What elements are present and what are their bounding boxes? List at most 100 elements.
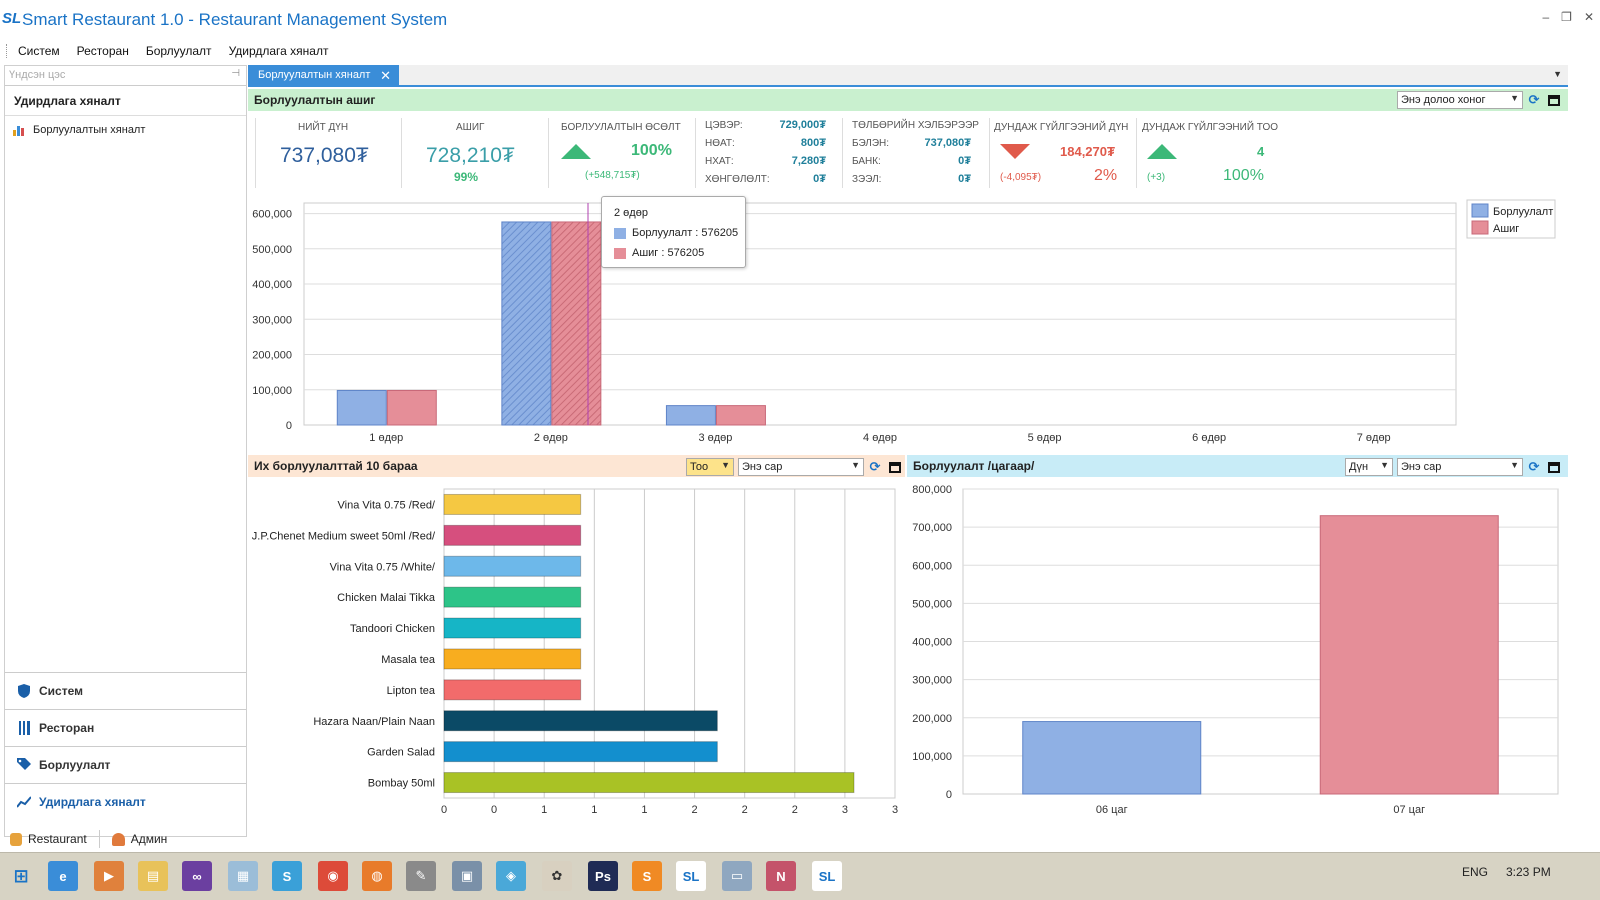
legend-label: Борлуулалт (1493, 206, 1553, 218)
kpi-total: НИЙТ ДҮН 737,080₮ (255, 118, 402, 188)
payment-cash-label: БЭЛЭН: (852, 138, 890, 149)
chart-tooltip: 2 өдөр Борлуулалт : 576205 Ашиг : 576205 (601, 196, 746, 268)
minimize-button[interactable]: – (1542, 10, 1550, 24)
hourly-period-select[interactable]: Энэ сар ▼ (1397, 458, 1523, 476)
maximize-icon[interactable] (889, 462, 901, 473)
nav-group-label: Удирдлага хяналт (39, 795, 146, 809)
breakdown-value-net: 729,000₮ (779, 119, 826, 131)
refresh-icon[interactable]: ⟳ (869, 459, 881, 474)
refresh-icon[interactable]: ⟳ (1528, 459, 1540, 474)
notepad-icon[interactable]: ▦ (228, 861, 258, 891)
top10-products-chart: 0 0 1 1 1 2 2 2 3 3 Vina Vita 0.75 /Red/J.P.Chenet… (252, 488, 898, 816)
menu-restaurant[interactable]: Ресторан (76, 44, 129, 58)
kpi-profit: АШИГ 728,210₮ 99% (402, 118, 549, 188)
legend-label: Ашиг (1493, 223, 1519, 235)
x-tick-label: 0 (491, 804, 497, 816)
calculator-icon[interactable]: ▣ (452, 861, 482, 891)
close-icon[interactable]: ✕ (380, 68, 391, 83)
tools-icon[interactable]: ✎ (406, 861, 436, 891)
x-tick-label: 6 өдөр (1192, 432, 1226, 444)
sidebar-search[interactable]: Үндсэн цэс ⊣ (5, 66, 246, 86)
y-tick-label: 200,000 (912, 713, 952, 725)
daily-sales-chart: 0 100,000 200,000 300,000 400,000 500,000 600,… (252, 199, 1556, 444)
refresh-icon[interactable]: ⟳ (1528, 92, 1540, 107)
smart-restaurant-icon[interactable]: SL (676, 861, 706, 891)
chevron-down-icon[interactable]: ▼ (1553, 69, 1562, 79)
photoshop-icon[interactable]: Ps (588, 861, 618, 891)
top10-measure-select[interactable]: Тоо ▼ (686, 458, 734, 476)
app-logo: SL (2, 10, 22, 27)
x-tick-label: 1 өдөр (369, 432, 403, 444)
status-restaurant[interactable]: Restaurant (28, 832, 87, 846)
paint-icon[interactable]: ✿ (542, 861, 572, 891)
kpi-growth: БОРЛУУЛАЛТЫН ӨСӨЛТ 100% (+548,715₮) (549, 118, 696, 188)
top10-measure-value: Тоо (690, 461, 709, 473)
bar-sales (501, 221, 552, 426)
top10-period-value: Энэ сар (742, 461, 783, 473)
restore-button[interactable]: ❐ (1561, 10, 1572, 24)
payment-bank-label: БАНК: (852, 156, 881, 167)
nav-group-management[interactable]: Удирдлага хяналт (5, 783, 246, 820)
shield-icon (17, 684, 31, 698)
tab-label: Борлуулалтын хяналт (258, 69, 371, 81)
x-tick-label: 1 (541, 804, 547, 816)
nav-group-restaurant[interactable]: Ресторан (5, 709, 246, 746)
skype-icon[interactable]: S (272, 861, 302, 891)
sublime-icon[interactable]: S (632, 861, 662, 891)
kpi-avg-count-label: ДУНДАЖ ГҮЙЛГЭЭНИЙ ТОО (1142, 122, 1279, 133)
maximize-icon[interactable] (1548, 462, 1560, 473)
breakdown-label-net: ЦЭВЭР: (705, 120, 743, 131)
ie-icon[interactable]: e (48, 861, 78, 891)
kpi-avg-amount-label: ДУНДАЖ ГҮЙЛГЭЭНИЙ ДҮН (994, 122, 1129, 133)
hourly-measure-select[interactable]: Дүн ▼ (1345, 458, 1393, 476)
windows-start-icon[interactable]: ⊞ (13, 865, 29, 886)
clock[interactable]: 3:23 PM (1506, 865, 1551, 879)
media-player-icon[interactable]: ▶ (94, 861, 124, 891)
tooltip-profit-value: Ашиг : 576205 (632, 247, 705, 259)
nav-group-sales[interactable]: Борлуулалт (5, 746, 246, 783)
sidebar-item-sales-monitoring[interactable]: Борлуулалтын хяналт (5, 116, 246, 144)
period-select[interactable]: Энэ долоо хоног ▼ (1397, 91, 1523, 109)
window-icon[interactable]: ▭ (722, 861, 752, 891)
chevron-down-icon: ▼ (1510, 460, 1519, 470)
user-icon (111, 832, 125, 846)
chrome-icon[interactable]: ◉ (318, 861, 348, 891)
y-tick-label: Vina Vita 0.75 /Red/ (338, 499, 436, 511)
kpi-total-label: НИЙТ ДҮН (298, 122, 349, 133)
tab-sales-monitoring[interactable]: Борлуулалтын хяналт ✕ (248, 65, 399, 87)
kpi-avg-amount-value: 184,270₮ (1060, 144, 1115, 159)
x-tick-label: 2 (691, 804, 697, 816)
close-button[interactable]: ✕ (1583, 10, 1594, 24)
python-icon[interactable]: ◈ (496, 861, 526, 891)
language-indicator[interactable]: ENG (1462, 865, 1489, 879)
tooltip-row-profit: Ашиг : 576205 (614, 247, 704, 259)
kpi-avg-count: ДУНДАЖ ГҮЙЛГЭЭНИЙ ТОО 4 (+3) 100% (1137, 118, 1287, 188)
kpi-payment: ТӨЛБӨРИЙН ХЭЛБЭРЭЭР БЭЛЭН: 737,080₮ БАНК… (843, 118, 990, 188)
nav-group-system[interactable]: Систем (5, 672, 246, 709)
x-tick-label: 0 (441, 804, 447, 816)
bar-product (443, 710, 718, 732)
firefox-icon[interactable]: ◍ (362, 861, 392, 891)
payment-credit-label: ЗЭЭЛ: (852, 174, 882, 185)
bar-hour (1319, 515, 1499, 795)
kpi-growth-pct: 100% (631, 142, 672, 159)
sidebar-item-label: Борлуулалтын хяналт (33, 124, 146, 136)
top10-period-select[interactable]: Энэ сар ▼ (738, 458, 864, 476)
menu-management[interactable]: Удирдлага хяналт (228, 44, 329, 58)
menu-bar: Систем Ресторан Борлуулалт Удирдлага хян… (0, 40, 1600, 62)
x-tick-label: 3 (892, 804, 898, 816)
folder-icon[interactable]: ▤ (138, 861, 168, 891)
x-tick-label: 7 өдөр (1357, 432, 1391, 444)
pin-icon[interactable]: ⊣ (231, 68, 240, 79)
profit-panel-header: Борлуулалтын ашиг (248, 89, 1568, 111)
onenote-icon[interactable]: N (766, 861, 796, 891)
visual-studio-icon[interactable]: ∞ (182, 861, 212, 891)
menu-sales[interactable]: Борлуулалт (145, 44, 212, 58)
kpi-total-value: 737,080₮ (280, 144, 369, 167)
maximize-icon[interactable] (1548, 95, 1560, 106)
menu-system[interactable]: Систем (18, 44, 60, 58)
status-user[interactable]: Админ (130, 832, 168, 846)
cutlery-icon (17, 721, 31, 735)
smart-restaurant-active-icon[interactable]: SL (812, 861, 842, 891)
kpi-avg-amount-delta: (-4,095₮) (1000, 172, 1042, 183)
